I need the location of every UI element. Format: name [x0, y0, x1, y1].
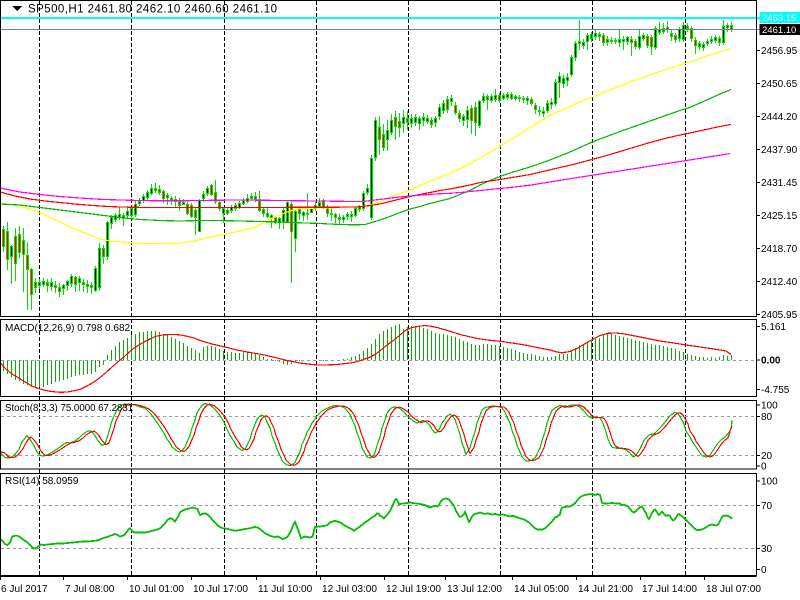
- svg-text:2431.45: 2431.45: [761, 178, 798, 189]
- svg-text:0.00: 0.00: [761, 356, 781, 367]
- svg-text:14 Jul 05:00: 14 Jul 05:00: [514, 584, 569, 595]
- svg-text:10 Jul 01:00: 10 Jul 01:00: [129, 584, 184, 595]
- svg-text:11 Jul 10:00: 11 Jul 10:00: [258, 584, 313, 595]
- svg-text:13 Jul 12:00: 13 Jul 12:00: [447, 584, 502, 595]
- svg-text:SP500,H1 2461.80 2462.10 2460: SP500,H1 2461.80 2462.10 2460.60 2461.10: [28, 4, 277, 16]
- svg-text:17 Jul 14:00: 17 Jul 14:00: [642, 584, 697, 595]
- svg-text:30: 30: [761, 544, 773, 555]
- svg-text:2418.70: 2418.70: [761, 244, 798, 255]
- svg-text:MACD(12,26,9) 0.798 0.682: MACD(12,26,9) 0.798 0.682: [5, 323, 131, 334]
- svg-text:100: 100: [761, 401, 778, 412]
- svg-text:2444.20: 2444.20: [761, 112, 798, 123]
- svg-text:14 Jul 21:00: 14 Jul 21:00: [578, 584, 633, 595]
- svg-text:2412.40: 2412.40: [761, 277, 798, 288]
- svg-text:-4.755: -4.755: [761, 385, 790, 396]
- svg-text:6 Jul 2017: 6 Jul 2017: [1, 584, 48, 595]
- svg-text:2463.15: 2463.15: [762, 13, 796, 24]
- svg-text:20: 20: [761, 451, 773, 462]
- svg-text:18 Jul 07:00: 18 Jul 07:00: [706, 584, 761, 595]
- svg-text:5.161: 5.161: [761, 322, 786, 333]
- svg-text:2461.10: 2461.10: [762, 25, 796, 36]
- svg-text:10 Jul 17:00: 10 Jul 17:00: [193, 584, 248, 595]
- svg-text:Stoch(8,3,3) 75.0000 67.2831: Stoch(8,3,3) 75.0000 67.2831: [5, 403, 133, 414]
- svg-text:2425.15: 2425.15: [761, 211, 798, 222]
- svg-text:7 Jul 08:00: 7 Jul 08:00: [65, 584, 115, 595]
- svg-text:2405.95: 2405.95: [761, 310, 798, 321]
- svg-text:0: 0: [761, 462, 767, 473]
- svg-text:2456.95: 2456.95: [761, 46, 798, 57]
- svg-text:12 Jul 19:00: 12 Jul 19:00: [386, 584, 441, 595]
- svg-text:100: 100: [761, 477, 778, 488]
- svg-text:70: 70: [761, 501, 773, 512]
- svg-text:RSI(14) 58.0959: RSI(14) 58.0959: [5, 476, 79, 487]
- svg-text:12 Jul 03:00: 12 Jul 03:00: [322, 584, 377, 595]
- svg-text:0: 0: [761, 565, 767, 576]
- svg-text:2450.65: 2450.65: [761, 79, 798, 90]
- svg-text:80: 80: [761, 412, 773, 423]
- svg-text:2437.90: 2437.90: [761, 145, 798, 156]
